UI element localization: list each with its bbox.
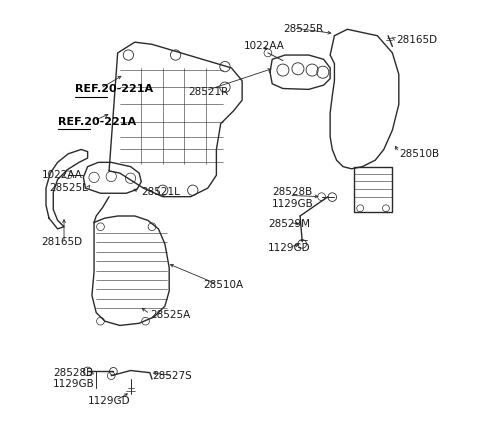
Text: 28525L: 28525L [49,183,88,193]
Text: 28528B: 28528B [272,187,312,197]
Text: 28521R: 28521R [189,86,229,96]
Text: 28525A: 28525A [150,310,190,320]
Text: REF.20-221A: REF.20-221A [58,117,136,127]
Text: 28510A: 28510A [204,280,244,290]
Text: 28528B: 28528B [53,368,94,378]
Text: 28521L: 28521L [141,187,180,197]
Text: 1129GB: 1129GB [53,379,95,389]
Text: 28165D: 28165D [396,35,438,45]
Text: 1022AA: 1022AA [244,41,285,51]
Text: REF.20-221A: REF.20-221A [75,84,153,94]
Text: 1129GD: 1129GD [88,397,130,407]
Text: 28525R: 28525R [283,24,323,34]
Text: 1129GB: 1129GB [272,200,314,210]
Text: 1022AA: 1022AA [42,170,83,180]
Text: 28510B: 28510B [399,149,439,159]
Text: 28527S: 28527S [152,371,192,381]
Text: 28165D: 28165D [42,237,83,247]
Text: 1129GD: 1129GD [268,243,311,253]
Text: 28529M: 28529M [268,219,310,229]
